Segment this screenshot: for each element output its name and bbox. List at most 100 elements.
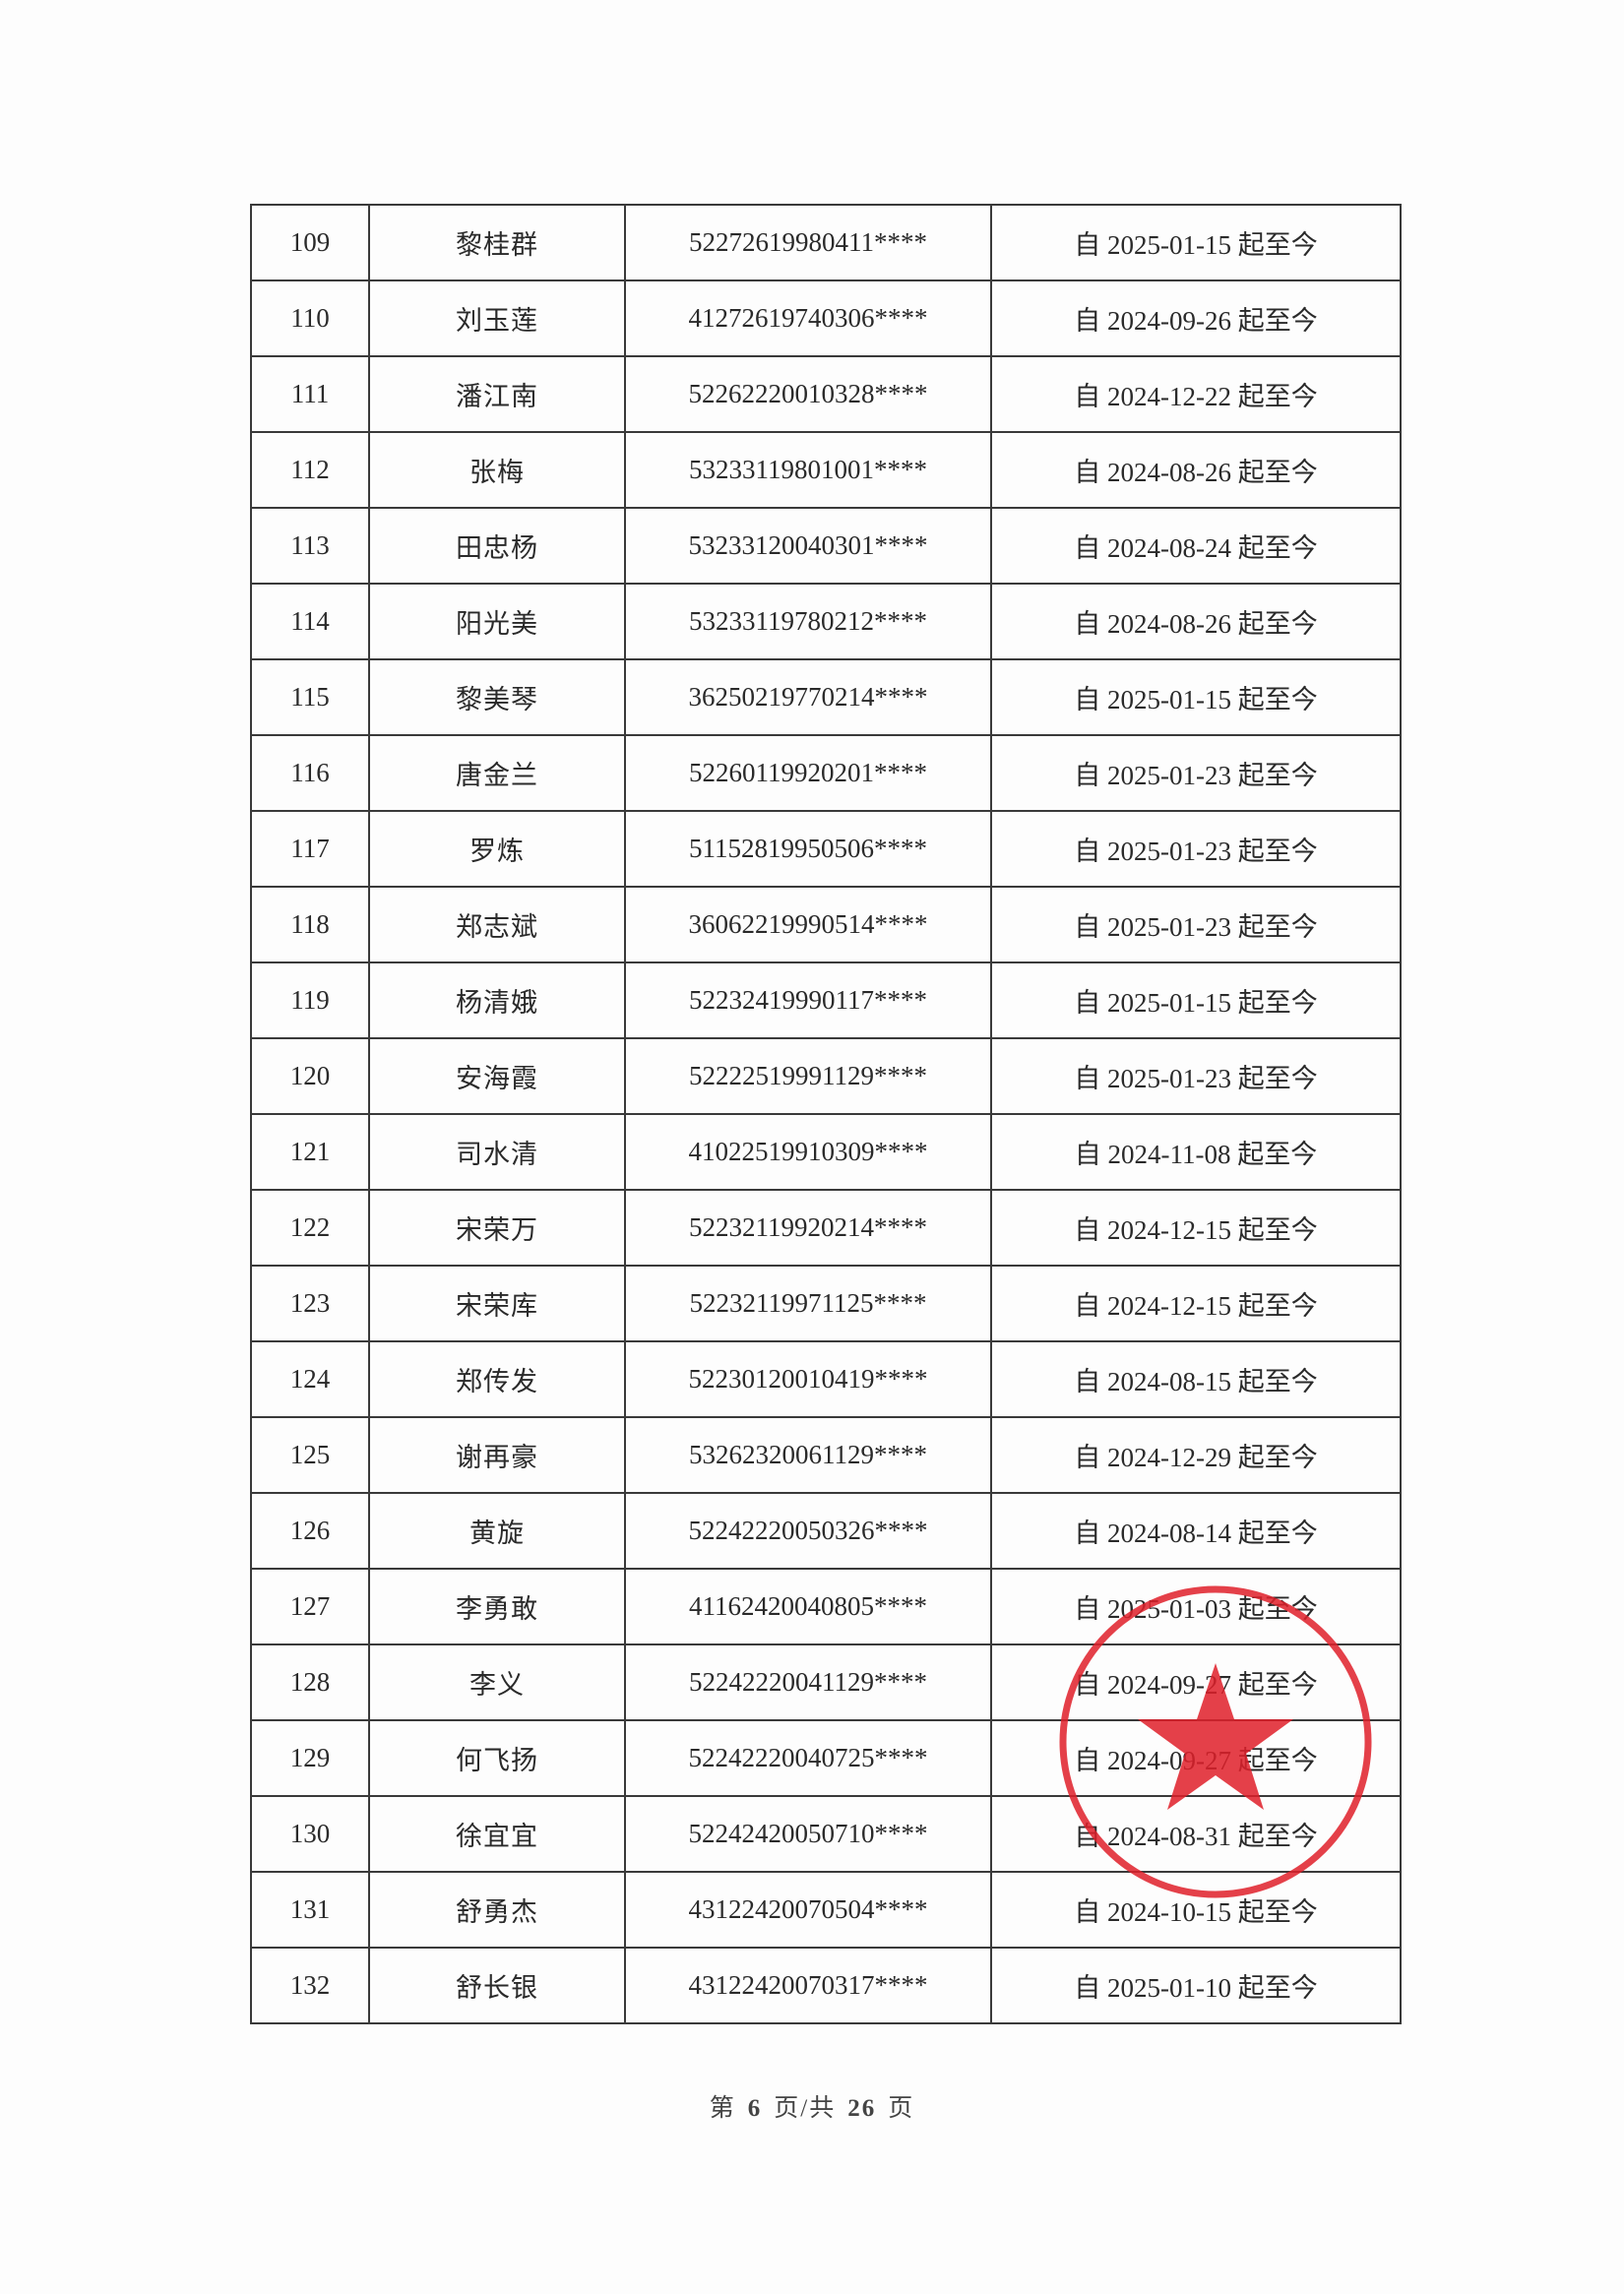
id-number-cell: 52232119971125**** bbox=[624, 1265, 992, 1342]
employment-period-cell: 自 2024-08-26 起至今 bbox=[990, 583, 1402, 660]
footer-middle: 页/共 bbox=[774, 2095, 837, 2122]
row-number-cell: 132 bbox=[250, 1947, 370, 2024]
row-number-cell: 111 bbox=[250, 355, 370, 433]
footer-suffix: 页 bbox=[888, 2095, 915, 2122]
table-row: 129 何飞扬 52242220040725**** 自 2024-09-27 起至今 bbox=[250, 1719, 1402, 1797]
name-cell: 舒勇杰 bbox=[368, 1871, 626, 1949]
table-row: 122 宋荣万 52232119920214**** 自 2024-12-15 起至今 bbox=[250, 1189, 1402, 1267]
table-row: 115 黎美琴 36250219770214**** 自 2025-01-15 起至今 bbox=[250, 658, 1402, 736]
employment-period-cell: 自 2025-01-03 起至今 bbox=[990, 1568, 1402, 1645]
id-number-cell: 52242220040725**** bbox=[624, 1719, 992, 1797]
employment-period-cell: 自 2025-01-23 起至今 bbox=[990, 886, 1402, 963]
row-number-cell: 131 bbox=[250, 1871, 370, 1949]
row-number-cell: 124 bbox=[250, 1340, 370, 1418]
name-cell: 唐金兰 bbox=[368, 734, 626, 812]
table-row: 128 李义 52242220041129**** 自 2024-09-27 起至今 bbox=[250, 1643, 1402, 1721]
employment-period-cell: 自 2024-12-15 起至今 bbox=[990, 1265, 1402, 1342]
id-number-cell: 43122420070317**** bbox=[624, 1947, 992, 2024]
employment-period-cell: 自 2024-08-31 起至今 bbox=[990, 1795, 1402, 1873]
table-row: 119 杨清娥 52232419990117**** 自 2025-01-15 起至今 bbox=[250, 961, 1402, 1039]
id-number-cell: 52232119920214**** bbox=[624, 1189, 992, 1267]
id-number-cell: 41022519910309**** bbox=[624, 1113, 992, 1191]
employment-period-cell: 自 2025-01-23 起至今 bbox=[990, 734, 1402, 812]
row-number-cell: 128 bbox=[250, 1643, 370, 1721]
employment-period-cell: 自 2025-01-15 起至今 bbox=[990, 204, 1402, 281]
table-row: 121 司水清 41022519910309**** 自 2024-11-08 起至今 bbox=[250, 1113, 1402, 1191]
table-row: 126 黄旋 52242220050326**** 自 2024-08-14 起至今 bbox=[250, 1492, 1402, 1570]
name-cell: 潘江南 bbox=[368, 355, 626, 433]
row-number-cell: 125 bbox=[250, 1416, 370, 1494]
employment-period-cell: 自 2024-08-14 起至今 bbox=[990, 1492, 1402, 1570]
row-number-cell: 117 bbox=[250, 810, 370, 888]
employment-period-cell: 自 2025-01-10 起至今 bbox=[990, 1947, 1402, 2024]
table-row: 132 舒长银 43122420070317**** 自 2025-01-10 起至今 bbox=[250, 1947, 1402, 2024]
table-row: 111 潘江南 52262220010328**** 自 2024-12-22 起至今 bbox=[250, 355, 1402, 433]
name-cell: 刘玉莲 bbox=[368, 279, 626, 357]
name-cell: 阳光美 bbox=[368, 583, 626, 660]
name-cell: 黎美琴 bbox=[368, 658, 626, 736]
row-number-cell: 110 bbox=[250, 279, 370, 357]
name-cell: 何飞扬 bbox=[368, 1719, 626, 1797]
page-footer: 第 6 页/共 26 页 bbox=[0, 2088, 1624, 2124]
id-number-cell: 52260119920201**** bbox=[624, 734, 992, 812]
employment-period-cell: 自 2024-12-22 起至今 bbox=[990, 355, 1402, 433]
id-number-cell: 53233119801001**** bbox=[624, 431, 992, 509]
table-row: 112 张梅 53233119801001**** 自 2024-08-26 起至今 bbox=[250, 431, 1402, 509]
id-number-cell: 52242420050710**** bbox=[624, 1795, 992, 1873]
name-cell: 李勇敢 bbox=[368, 1568, 626, 1645]
employment-period-cell: 自 2025-01-15 起至今 bbox=[990, 658, 1402, 736]
table-row: 117 罗炼 51152819950506**** 自 2025-01-23 起至今 bbox=[250, 810, 1402, 888]
employment-period-cell: 自 2024-08-15 起至今 bbox=[990, 1340, 1402, 1418]
id-number-cell: 43122420070504**** bbox=[624, 1871, 992, 1949]
table-row: 125 谢再豪 53262320061129**** 自 2024-12-29 起至今 bbox=[250, 1416, 1402, 1494]
id-number-cell: 53233119780212**** bbox=[624, 583, 992, 660]
name-cell: 田忠杨 bbox=[368, 507, 626, 585]
id-number-cell: 41272619740306**** bbox=[624, 279, 992, 357]
total-pages-number: 26 bbox=[847, 2095, 877, 2122]
name-cell: 安海霞 bbox=[368, 1037, 626, 1115]
name-cell: 郑志斌 bbox=[368, 886, 626, 963]
row-number-cell: 114 bbox=[250, 583, 370, 660]
employment-period-cell: 自 2025-01-23 起至今 bbox=[990, 810, 1402, 888]
name-cell: 张梅 bbox=[368, 431, 626, 509]
table-row: 109 黎桂群 52272619980411**** 自 2025-01-15 起至今 bbox=[250, 204, 1402, 281]
id-number-cell: 53233120040301**** bbox=[624, 507, 992, 585]
employment-period-cell: 自 2025-01-15 起至今 bbox=[990, 961, 1402, 1039]
row-number-cell: 122 bbox=[250, 1189, 370, 1267]
name-cell: 谢再豪 bbox=[368, 1416, 626, 1494]
name-cell: 舒长银 bbox=[368, 1947, 626, 2024]
employment-period-cell: 自 2024-10-15 起至今 bbox=[990, 1871, 1402, 1949]
footer-prefix: 第 bbox=[709, 2095, 736, 2122]
table-row: 127 李勇敢 41162420040805**** 自 2025-01-03 起至今 bbox=[250, 1568, 1402, 1645]
employment-period-cell: 自 2024-11-08 起至今 bbox=[990, 1113, 1402, 1191]
row-number-cell: 120 bbox=[250, 1037, 370, 1115]
name-cell: 宋荣万 bbox=[368, 1189, 626, 1267]
row-number-cell: 115 bbox=[250, 658, 370, 736]
id-number-cell: 52230120010419**** bbox=[624, 1340, 992, 1418]
name-cell: 黄旋 bbox=[368, 1492, 626, 1570]
name-cell: 徐宜宜 bbox=[368, 1795, 626, 1873]
row-number-cell: 119 bbox=[250, 961, 370, 1039]
table-row: 120 安海霞 52222519991129**** 自 2025-01-23 起至今 bbox=[250, 1037, 1402, 1115]
row-number-cell: 121 bbox=[250, 1113, 370, 1191]
employment-period-cell: 自 2024-12-15 起至今 bbox=[990, 1189, 1402, 1267]
id-number-cell: 52242220050326**** bbox=[624, 1492, 992, 1570]
employment-period-cell: 自 2024-09-27 起至今 bbox=[990, 1643, 1402, 1721]
current-page-number: 6 bbox=[747, 2095, 763, 2122]
table-row: 116 唐金兰 52260119920201**** 自 2025-01-23 起至今 bbox=[250, 734, 1402, 812]
table-row: 131 舒勇杰 43122420070504**** 自 2024-10-15 起至今 bbox=[250, 1871, 1402, 1949]
name-cell: 黎桂群 bbox=[368, 204, 626, 281]
employment-period-cell: 自 2024-08-26 起至今 bbox=[990, 431, 1402, 509]
personnel-table: 109 黎桂群 52272619980411**** 自 2025-01-15 起至今… bbox=[250, 204, 1402, 2024]
row-number-cell: 130 bbox=[250, 1795, 370, 1873]
id-number-cell: 52272619980411**** bbox=[624, 204, 992, 281]
id-number-cell: 52232419990117**** bbox=[624, 961, 992, 1039]
id-number-cell: 52222519991129**** bbox=[624, 1037, 992, 1115]
id-number-cell: 36062219990514**** bbox=[624, 886, 992, 963]
name-cell: 杨清娥 bbox=[368, 961, 626, 1039]
id-number-cell: 52262220010328**** bbox=[624, 355, 992, 433]
employment-period-cell: 自 2025-01-23 起至今 bbox=[990, 1037, 1402, 1115]
table-row: 113 田忠杨 53233120040301**** 自 2024-08-24 起至今 bbox=[250, 507, 1402, 585]
name-cell: 郑传发 bbox=[368, 1340, 626, 1418]
employment-period-cell: 自 2024-09-26 起至今 bbox=[990, 279, 1402, 357]
